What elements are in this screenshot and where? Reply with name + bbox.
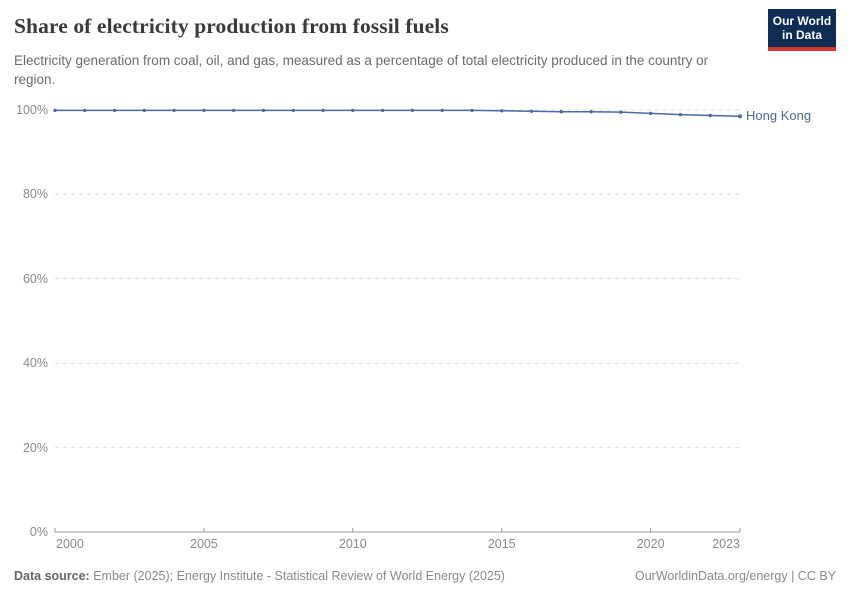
series-label-hong-kong[interactable]: Hong Kong — [746, 108, 812, 124]
owid-logo[interactable]: Our World in Data — [768, 9, 836, 51]
x-tick-label: 2015 — [487, 537, 516, 551]
y-tick-label: 0% — [29, 525, 48, 539]
y-tick-label: 20% — [22, 440, 48, 455]
chart-title: Share of electricity production from fos… — [14, 14, 449, 38]
owid-logo-line2: in Data — [781, 28, 822, 42]
data-source: Data source: Ember (2025); Energy Instit… — [14, 569, 505, 583]
owid-logo-line1: Our World — [772, 14, 832, 28]
data-source-text: Ember (2025); Energy Institute - Statist… — [93, 569, 505, 583]
x-tick-label: 2020 — [636, 537, 665, 551]
y-tick-label: 100% — [16, 103, 48, 117]
credit-link[interactable]: OurWorldinData.org/energy | CC BY — [634, 569, 836, 583]
x-tick-label: 2010 — [338, 537, 367, 551]
x-tick-label: 2005 — [190, 537, 218, 551]
chart-subtitle: Electricity generation from coal, oil, a… — [14, 53, 709, 87]
y-tick-label: 60% — [22, 271, 48, 286]
x-tick-label: 2000 — [56, 537, 84, 551]
data-source-label: Data source: — [14, 569, 90, 583]
y-tick-label: 80% — [22, 187, 48, 202]
chart-footer: Data source: Ember (2025); Energy Instit… — [14, 569, 836, 583]
y-tick-label: 40% — [22, 356, 48, 371]
x-tick-label: 2023 — [712, 537, 740, 551]
